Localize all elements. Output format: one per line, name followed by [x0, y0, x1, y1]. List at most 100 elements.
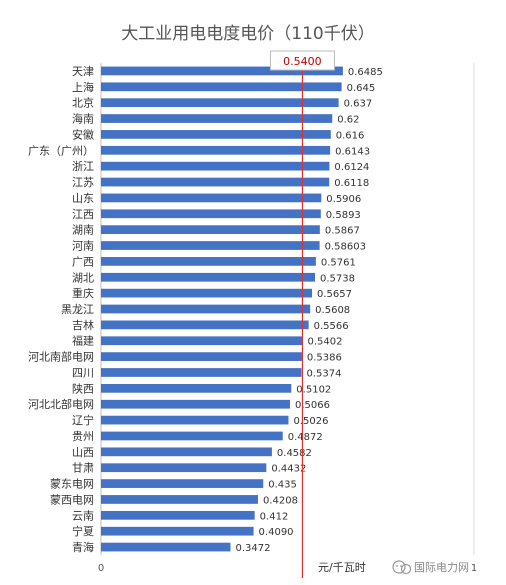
- category-label-29: 宁夏: [72, 524, 94, 538]
- category-label-11: 河南: [72, 240, 94, 253]
- value-label-28: 0.412: [260, 511, 289, 522]
- category-label-26: 蒙东电网: [50, 478, 94, 491]
- bar-29: [101, 526, 254, 536]
- category-label-1: 上海: [72, 80, 94, 94]
- bar-17: [101, 336, 303, 346]
- bar-5: [101, 145, 331, 155]
- chart-title: 大工业用电电度电价（110千伏）: [121, 24, 374, 44]
- bars: [101, 66, 343, 552]
- value-label-21: 0.5066: [295, 400, 330, 411]
- reference-label-box: [269, 50, 335, 71]
- value-label-26: 0.435: [268, 480, 297, 491]
- bar-22: [101, 415, 289, 425]
- category-label-22: 辽宁: [72, 413, 94, 427]
- bar-28: [101, 510, 255, 520]
- category-label-3: 海南: [72, 112, 94, 126]
- category-label-23: 贵州: [72, 430, 94, 443]
- bar-21: [101, 399, 290, 409]
- category-label-14: 重庆: [72, 286, 94, 300]
- category-label-25: 甘肃: [72, 462, 94, 475]
- category-label-4: 安徽: [72, 127, 94, 141]
- category-label-24: 山西: [72, 446, 94, 459]
- category-label-13: 湖北: [72, 271, 94, 284]
- value-label-3: 0.62: [337, 115, 359, 126]
- value-label-12: 0.5761: [321, 257, 356, 268]
- category-label-17: 福建: [72, 334, 94, 348]
- value-label-20: 0.5102: [296, 384, 331, 395]
- category-label-0: 天津: [72, 65, 94, 78]
- value-label-23: 0.4872: [288, 432, 323, 443]
- category-label-5: 广东（广州）: [28, 144, 94, 157]
- value-label-13: 0.5738: [320, 273, 355, 284]
- bar-27: [101, 495, 258, 504]
- watermark-logo-icon: [392, 560, 412, 575]
- category-label-8: 山东: [72, 192, 94, 205]
- value-label-7: 0.6118: [334, 178, 369, 189]
- bar-16: [101, 320, 309, 330]
- bar-14: [101, 288, 313, 298]
- bar-3: [101, 114, 333, 123]
- bar-9: [101, 209, 321, 219]
- reference-label: 0.5400: [283, 55, 322, 68]
- value-label-10: 0.5867: [325, 226, 360, 237]
- value-label-14: 0.5657: [317, 289, 352, 300]
- value-label-1: 0.645: [347, 83, 376, 94]
- value-label-30: 0.3472: [236, 543, 271, 554]
- bar-12: [101, 257, 316, 266]
- bar-26: [101, 479, 264, 488]
- bar-15: [101, 304, 311, 314]
- bar-6: [101, 161, 330, 171]
- value-label-29: 0.4090: [259, 527, 294, 538]
- bar-19: [101, 368, 302, 377]
- value-label-11: 0.58603: [325, 242, 366, 253]
- value-label-9: 0.5893: [326, 210, 361, 221]
- value-label-24: 0.4582: [277, 448, 312, 459]
- bar-0: [101, 66, 343, 76]
- bar-18: [101, 352, 302, 361]
- bar-8: [101, 193, 322, 203]
- value-label-17: 0.5402: [307, 337, 342, 348]
- watermark: 国际电力网: [392, 560, 469, 575]
- value-label-16: 0.5566: [314, 321, 349, 332]
- x-unit-label: 元/千瓦时: [318, 561, 366, 574]
- category-label-19: 四川: [72, 366, 94, 379]
- value-label-4: 0.616: [336, 130, 365, 141]
- bar-20: [101, 383, 292, 393]
- value-label-0: 0.6485: [348, 67, 383, 78]
- bar-11: [101, 241, 320, 250]
- category-label-20: 陕西: [72, 381, 94, 395]
- category-label-2: 北京: [72, 96, 94, 110]
- category-label-9: 江西: [72, 208, 94, 221]
- bar-2: [101, 98, 339, 108]
- value-label-15: 0.5608: [315, 305, 350, 316]
- bar-1: [101, 82, 342, 92]
- category-label-10: 湖南: [72, 224, 94, 237]
- category-label-12: 广西: [72, 255, 94, 268]
- value-labels: 0.6485 0.645 0.637 0.62 0.616 0.6143 0.6124 0.6…: [236, 67, 383, 554]
- category-label-6: 浙江: [72, 160, 94, 173]
- x-tick-label-1: 1: [471, 563, 477, 574]
- category-label-28: 云南: [72, 509, 94, 522]
- value-label-8: 0.5906: [326, 194, 361, 205]
- bar-7: [101, 177, 330, 187]
- watermark-text: 国际电力网: [414, 561, 469, 574]
- category-label-21: 河北北部电网: [28, 397, 94, 411]
- bar-30: [101, 542, 231, 552]
- bar-24: [101, 447, 272, 457]
- value-label-2: 0.637: [344, 99, 373, 110]
- bar-13: [101, 272, 316, 282]
- bar-4: [101, 130, 331, 139]
- value-label-22: 0.5026: [293, 416, 328, 427]
- bar-10: [101, 225, 320, 235]
- category-label-15: 黑龙江: [61, 303, 94, 316]
- category-label-16: 吉林: [72, 318, 94, 332]
- value-label-5: 0.6143: [335, 146, 370, 157]
- x-tick-label-0: 0: [98, 563, 104, 574]
- value-label-18: 0.5386: [307, 353, 342, 364]
- value-label-25: 0.4432: [271, 464, 306, 475]
- category-label-18: 河北南部电网: [28, 350, 94, 364]
- value-label-6: 0.6124: [334, 162, 369, 173]
- value-label-19: 0.5374: [306, 368, 341, 379]
